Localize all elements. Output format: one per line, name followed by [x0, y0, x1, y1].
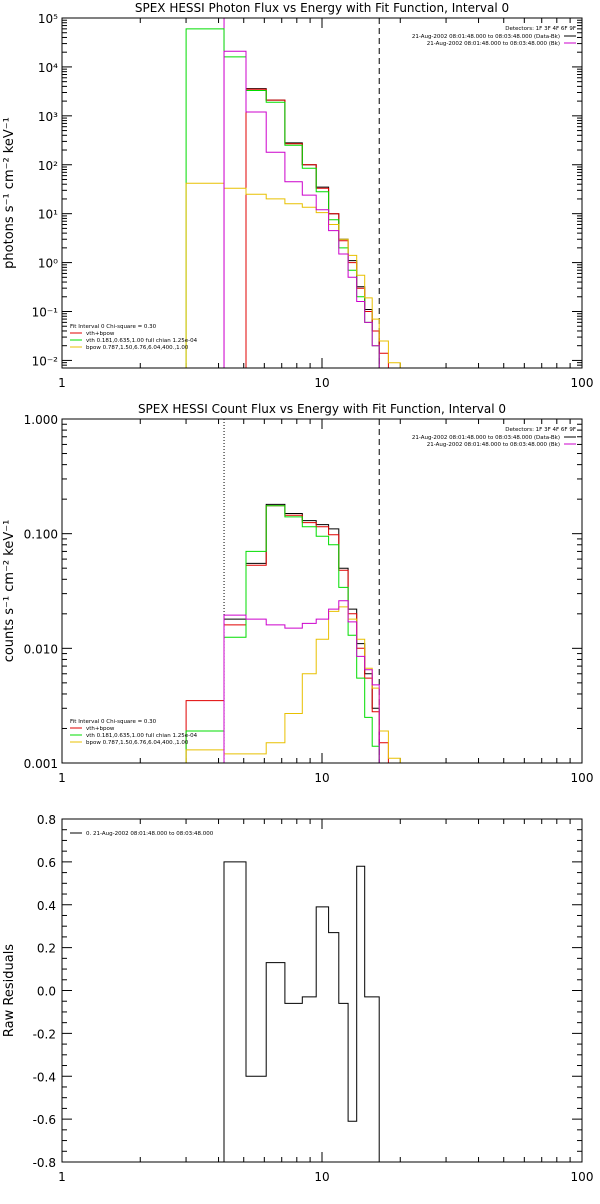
chart-title: SPEX HESSI Count Flux vs Energy with Fit… — [138, 402, 506, 416]
series-step-line — [223, 861, 380, 1162]
series-step-line — [185, 88, 401, 368]
legend-header: Fit Interval 0 Chi-square = 0.30 — [70, 324, 157, 330]
x-tick-label: 1 — [58, 1170, 66, 1184]
detector-list: Detectors: 1F 3F 4F 6F 9F — [505, 26, 576, 32]
y-tick-label: 10⁵ — [38, 12, 58, 26]
x-tick-label: 10 — [314, 771, 329, 785]
panel-3: Raw Residuals 1 10 100 -0.8 -0.6 -0.4 -0.2 0.0 0.… — [2, 813, 593, 1184]
time-interval-entry: 21-Aug-2002 08:01:48.000 to 08:03:48.000… — [427, 41, 560, 47]
legend-entry: vth 0.181,0.635,1.00 full chian 1.25e-04 — [86, 733, 198, 739]
y-axis-label: counts s⁻¹ cm⁻² keV⁻¹ — [2, 520, 17, 663]
y-tick-label: 10⁻² — [32, 354, 59, 368]
time-interval-entry: 21-Aug-2002 08:01:48.000 to 08:03:48.000… — [427, 442, 560, 448]
y-tick-label: -0.4 — [33, 1070, 56, 1084]
chart-title: SPEX HESSI Photon Flux vs Energy with Fi… — [135, 1, 509, 15]
plot-frame — [61, 818, 583, 1163]
y-axis-label: photons s⁻¹ cm⁻² keV⁻¹ — [2, 117, 17, 269]
y-tick-label: 10¹ — [38, 208, 58, 222]
y-tick-label: 0.0 — [37, 985, 56, 999]
series-group — [185, 503, 401, 763]
series-step-line — [185, 50, 401, 368]
y-tick-label: -0.8 — [33, 1156, 56, 1170]
series-group — [223, 861, 380, 1162]
y-tick-label: 0.2 — [37, 942, 56, 956]
series-step-line — [185, 606, 401, 763]
y-tick-label: 10⁰ — [38, 257, 58, 271]
series-step-line — [185, 88, 401, 368]
y-tick-label: 10⁻¹ — [32, 306, 59, 320]
x-tick-label: 1 — [58, 771, 66, 785]
y-tick-label: -0.6 — [33, 1113, 56, 1127]
plot-frame — [61, 418, 583, 764]
series-step-line — [185, 505, 401, 763]
panel-2: SPEX HESSI Count Flux vs Energy with Fit… — [2, 402, 593, 785]
series-group — [185, 28, 401, 368]
x-tick-label: 10 — [314, 376, 329, 390]
y-tick-label: 10³ — [38, 110, 58, 124]
x-tick-label: 100 — [571, 771, 594, 785]
y-tick-label: -0.2 — [33, 1027, 56, 1041]
time-interval-entry: 21-Aug-2002 08:01:48.000 to 08:03:48.000… — [412, 34, 560, 40]
legend-header: Fit Interval 0 Chi-square = 0.30 — [70, 719, 157, 725]
y-tick-label: 0.001 — [24, 757, 58, 771]
y-tick-label: 10² — [38, 159, 58, 173]
x-tick-label: 100 — [571, 376, 594, 390]
y-axis-label: Raw Residuals — [2, 944, 17, 1037]
legend-entry: 0. 21-Aug-2002 08:01:48.000 to 08:03:48.… — [86, 831, 214, 837]
legend-entry: vth+bpow — [86, 331, 115, 337]
plot-frame — [61, 17, 583, 369]
series-step-line — [185, 505, 401, 763]
y-tick-label: 1.000 — [24, 413, 58, 427]
series-step-line — [185, 600, 401, 763]
legend-entry: vth 0.181,0.635,1.00 full chian 1.25e-04 — [86, 338, 198, 344]
legend-entry: bpow 0.787,1.50,6.76,6.04,400.,1.00 — [86, 740, 189, 746]
x-tick-label: 1 — [58, 376, 66, 390]
y-tick-label: 0.100 — [24, 528, 58, 542]
y-tick-label: 0.010 — [24, 642, 58, 656]
y-tick-label: 0.4 — [37, 899, 56, 913]
legend-entry: vth+bpow — [86, 726, 115, 732]
series-step-line — [185, 182, 401, 368]
time-interval-entry: 21-Aug-2002 08:01:48.000 to 08:03:48.000… — [412, 435, 560, 441]
x-tick-label: 100 — [571, 1170, 594, 1184]
y-tick-label: 0.8 — [37, 813, 56, 827]
panel-1: SPEX HESSI Photon Flux vs Energy with Fi… — [2, 1, 593, 390]
x-tick-label: 10 — [314, 1170, 329, 1184]
y-tick-label: 10⁴ — [38, 61, 58, 75]
series-step-line — [185, 503, 401, 763]
y-tick-label: 0.6 — [37, 856, 56, 870]
series-step-line — [185, 28, 401, 368]
legend-entry: bpow 0.787,1.50,6.76,6.04,400.,1.00 — [86, 345, 189, 351]
detector-list: Detectors: 1F 3F 4F 6F 9F — [505, 427, 576, 433]
